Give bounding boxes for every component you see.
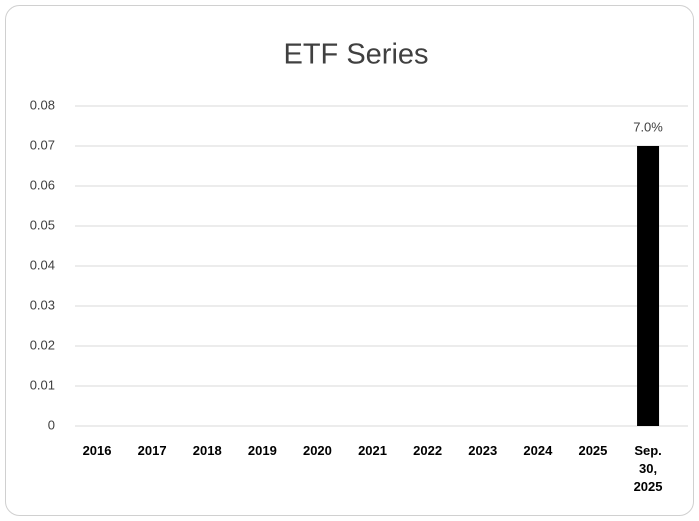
- x-tick-label: 2021: [358, 443, 387, 458]
- x-tick-label: 2020: [302, 443, 332, 458]
- x-tick-label: 2023: [468, 443, 498, 458]
- y-tick-label: 0.08: [30, 97, 55, 112]
- x-tick-label: Sep. 30, 2025: [633, 443, 663, 494]
- data-label: 7.0%: [633, 119, 663, 134]
- y-tick-label: 0.05: [30, 217, 55, 232]
- y-tick-label: 0.03: [30, 297, 55, 312]
- x-tick-label: 2018: [192, 443, 222, 458]
- y-tick-label: 0.06: [30, 177, 55, 192]
- y-tick-label: 0.01: [30, 377, 55, 392]
- x-tick-label: 2016: [82, 443, 112, 458]
- chart-title: ETF Series: [283, 39, 428, 71]
- y-tick-label: 0: [48, 417, 55, 432]
- x-tick-label: 2022: [413, 443, 443, 458]
- x-tick-label: 2019: [247, 443, 277, 458]
- y-tick-label: 0.04: [30, 257, 55, 272]
- x-tick-label: 2025: [578, 443, 608, 458]
- y-tick-label: 0.02: [30, 337, 55, 352]
- x-tick-label: 2017: [137, 443, 167, 458]
- chart-border: [5, 5, 694, 516]
- bar: [637, 146, 660, 426]
- x-tick-label: 2024: [523, 443, 553, 458]
- y-tick-label: 0.07: [30, 137, 55, 152]
